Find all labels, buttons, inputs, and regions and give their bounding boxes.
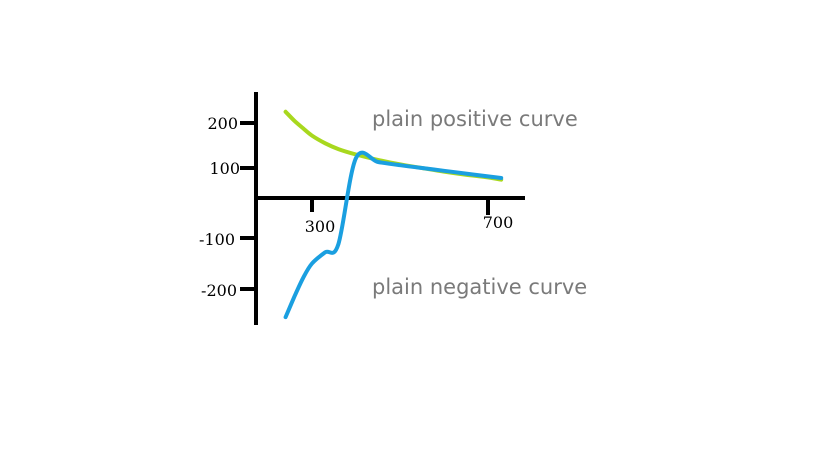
- series-label-plain-positive-curve: plain positive curve: [372, 107, 578, 131]
- x-tick-label: 300: [305, 217, 336, 236]
- y-tick-label: 100: [209, 159, 240, 178]
- y-tick-label: 200: [207, 114, 238, 133]
- series-label-plain-negative-curve: plain negative curve: [372, 275, 587, 299]
- y-tick-label: -100: [199, 230, 235, 249]
- x-tick-label: 700: [483, 213, 514, 232]
- y-tick-label: -200: [201, 281, 237, 300]
- series-line-plain-negative-curve: [283, 150, 504, 320]
